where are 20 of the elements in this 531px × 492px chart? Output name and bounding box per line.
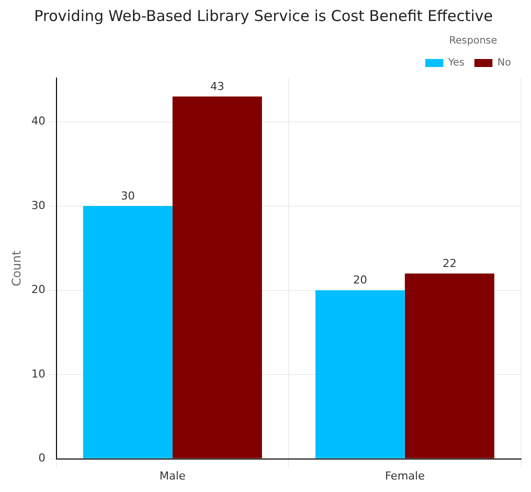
x-tick-label: Male (160, 469, 186, 482)
bar (315, 290, 405, 458)
bar (83, 206, 173, 458)
bar (172, 96, 262, 458)
y-tick-label: 30 (31, 198, 46, 212)
y-tick-label: 0 (38, 452, 46, 465)
data-label: 30 (120, 189, 135, 202)
y-tick-label: 10 (31, 367, 46, 380)
data-label: 22 (442, 256, 457, 270)
legend-title: Response (449, 36, 498, 47)
chart-title: Providing Web-Based Library Service is Cost Benefit Effective (34, 6, 493, 25)
legend-label: Yes (447, 58, 464, 69)
y-axis-title: Count (9, 250, 24, 286)
x-tick-label: Female (384, 469, 425, 482)
y-tick-label: 40 (31, 114, 46, 128)
data-label: 20 (353, 274, 368, 287)
bar (404, 273, 494, 458)
y-tick-label: 20 (31, 283, 46, 296)
data-label: 43 (210, 80, 224, 93)
legend-label: No (497, 58, 512, 69)
